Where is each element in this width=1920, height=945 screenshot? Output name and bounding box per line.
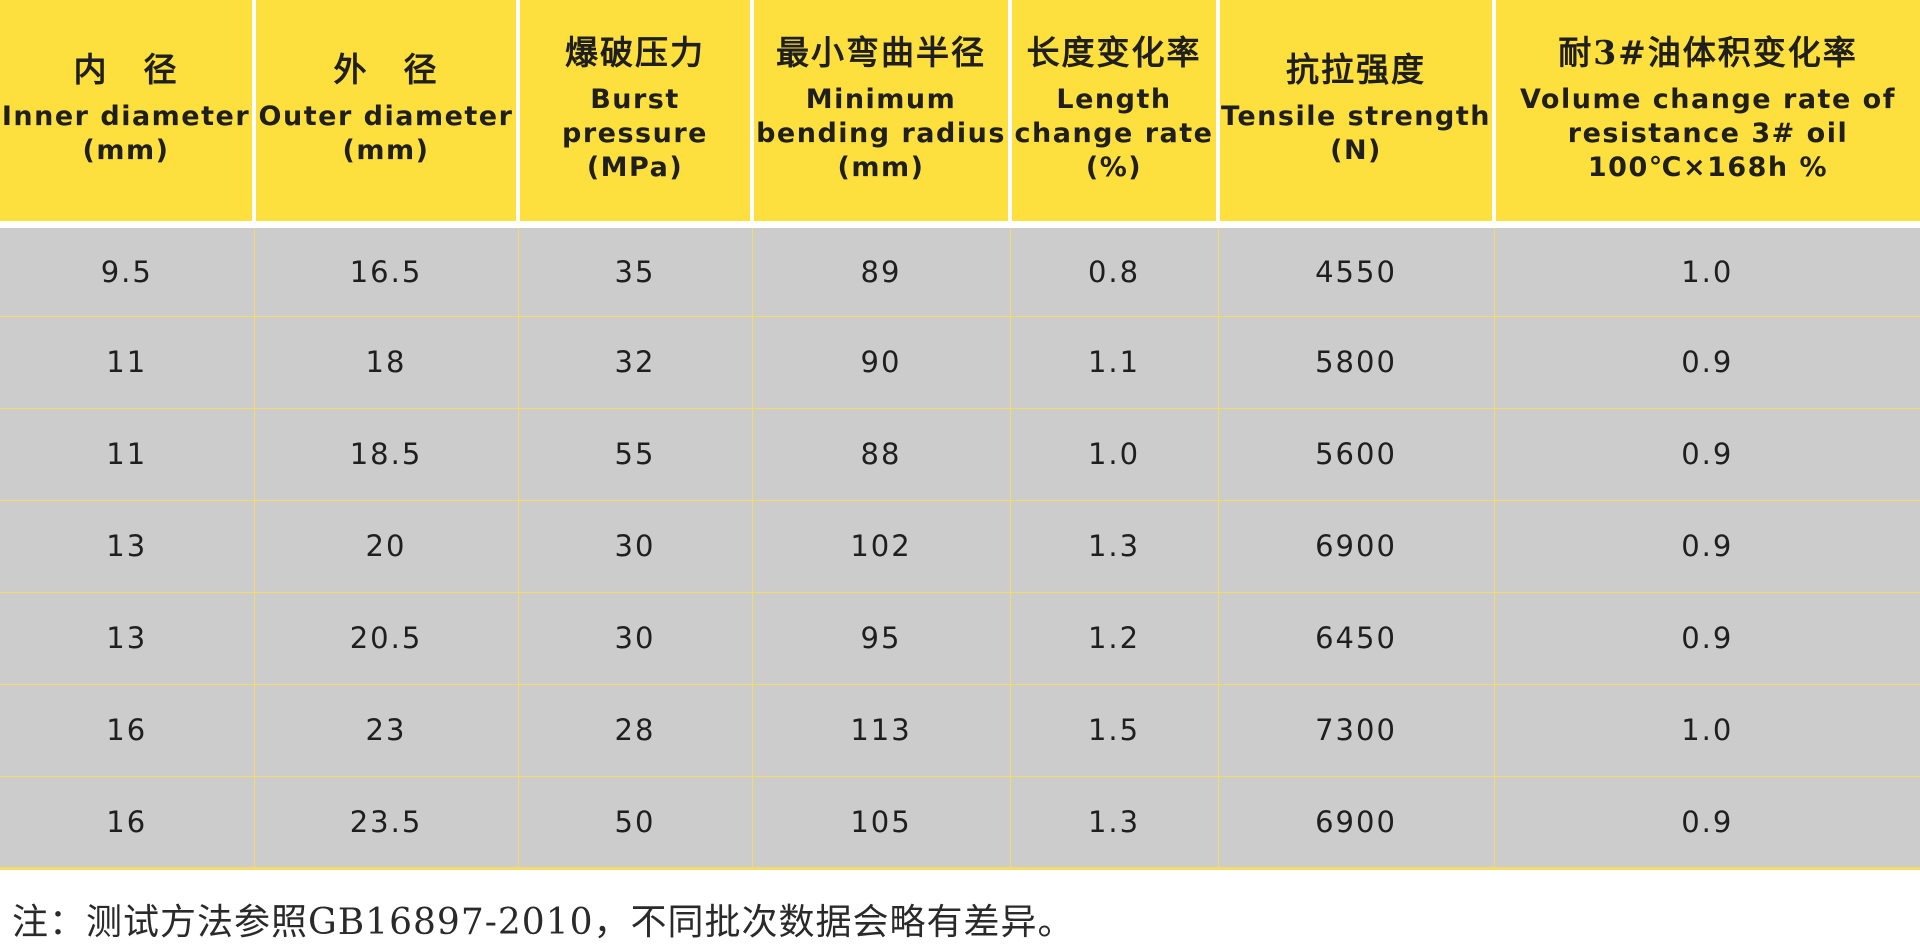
header-unit: (mm) bbox=[837, 152, 925, 184]
header-outer-diameter: 外 径 Outer diameter (mm) bbox=[252, 0, 518, 228]
table-cell: 23 bbox=[253, 683, 518, 776]
header-length-change-rate: 长度变化率 Length change rate (%) bbox=[1008, 0, 1218, 228]
table-cell: 16 bbox=[0, 775, 254, 870]
header-en-label: Minimum bending radius bbox=[756, 84, 1006, 150]
header-unit: (MPa) bbox=[586, 152, 684, 184]
table-cell: 55 bbox=[517, 407, 752, 500]
table-cell: 1.1 bbox=[1009, 315, 1218, 408]
header-min-bending-radius: 最小弯曲半径 Minimum bending radius (mm) bbox=[750, 0, 1010, 228]
header-unit: (mm) bbox=[342, 135, 430, 167]
table-cell: 0.9 bbox=[1493, 591, 1920, 684]
header-cn-label: 最小弯曲半径 bbox=[776, 33, 986, 73]
header-row: 内 径 Inner diameter (mm) 外 径 Outer diamet… bbox=[0, 0, 1920, 228]
table-cell: 11 bbox=[0, 315, 254, 408]
table-cell: 30 bbox=[517, 591, 752, 684]
table-cell: 32 bbox=[517, 315, 752, 408]
table-cell: 1.3 bbox=[1009, 775, 1218, 870]
table-cell: 13 bbox=[0, 591, 254, 684]
table-row: 11 18.5 55 88 1.0 5600 0.9 bbox=[0, 407, 1920, 500]
table-cell: 6900 bbox=[1217, 775, 1494, 870]
table-cell: 0.8 bbox=[1009, 223, 1218, 316]
table-body: 9.5 16.5 35 89 0.8 4550 1.0 11 18 32 90 … bbox=[0, 223, 1920, 870]
table-cell: 5600 bbox=[1217, 407, 1494, 500]
footnote: 注：测试方法参照GB16897-2010，不同批次数据会略有差异。 bbox=[12, 902, 1075, 943]
table-cell: 113 bbox=[751, 683, 1010, 776]
header-unit: (N) bbox=[1330, 135, 1382, 167]
table-header: 内 径 Inner diameter (mm) 外 径 Outer diamet… bbox=[0, 0, 1920, 228]
table-cell: 95 bbox=[751, 591, 1010, 684]
table-cell: 18 bbox=[253, 315, 518, 408]
header-en-label: Tensile strength bbox=[1221, 101, 1491, 133]
header-en-label: Inner diameter bbox=[1, 101, 251, 133]
table-row: 16 23.5 50 105 1.3 6900 0.9 bbox=[0, 775, 1920, 870]
table-cell: 89 bbox=[751, 223, 1010, 316]
header-cn-label: 内 径 bbox=[73, 50, 179, 90]
header-unit: (%) bbox=[1085, 152, 1143, 184]
table-cell: 35 bbox=[517, 223, 752, 316]
table-cell: 50 bbox=[517, 775, 752, 870]
header-unit: 100℃×168h % bbox=[1587, 152, 1829, 184]
table-cell: 9.5 bbox=[0, 223, 254, 316]
table-cell: 1.5 bbox=[1009, 683, 1218, 776]
table-cell: 102 bbox=[751, 499, 1010, 592]
table-cell: 1.0 bbox=[1493, 683, 1920, 776]
table-cell: 7300 bbox=[1217, 683, 1494, 776]
header-en-label: Outer diameter bbox=[258, 101, 514, 133]
header-en-label: Length change rate bbox=[1014, 84, 1214, 150]
table-cell: 20 bbox=[253, 499, 518, 592]
header-inner-diameter: 内 径 Inner diameter (mm) bbox=[0, 0, 254, 228]
header-en-label: Volume change rate of resistance 3# oil bbox=[1520, 84, 1896, 150]
table-cell: 0.9 bbox=[1493, 499, 1920, 592]
table-cell: 30 bbox=[517, 499, 752, 592]
table-cell: 1.0 bbox=[1493, 223, 1920, 316]
table-cell: 4550 bbox=[1217, 223, 1494, 316]
table-cell: 1.2 bbox=[1009, 591, 1218, 684]
header-unit: (mm) bbox=[82, 135, 170, 167]
header-cn-label: 外 径 bbox=[333, 50, 439, 90]
table-cell: 88 bbox=[751, 407, 1010, 500]
table-cell: 28 bbox=[517, 683, 752, 776]
table-cell: 0.9 bbox=[1493, 315, 1920, 408]
table-cell: 105 bbox=[751, 775, 1010, 870]
table-row: 11 18 32 90 1.1 5800 0.9 bbox=[0, 315, 1920, 408]
table-cell: 18.5 bbox=[253, 407, 518, 500]
table-row: 16 23 28 113 1.5 7300 1.0 bbox=[0, 683, 1920, 776]
table-cell: 11 bbox=[0, 407, 254, 500]
header-cn-label: 爆破压力 bbox=[565, 33, 705, 73]
table-cell: 6450 bbox=[1217, 591, 1494, 684]
table-cell: 6900 bbox=[1217, 499, 1494, 592]
table-cell: 20.5 bbox=[253, 591, 518, 684]
spec-table: 内 径 Inner diameter (mm) 外 径 Outer diamet… bbox=[0, 0, 1920, 870]
header-en-label: Burst pressure bbox=[562, 84, 708, 150]
table-cell: 0.9 bbox=[1493, 775, 1920, 870]
table-cell: 0.9 bbox=[1493, 407, 1920, 500]
table-cell: 23.5 bbox=[253, 775, 518, 870]
table-cell: 13 bbox=[0, 499, 254, 592]
header-cn-label: 抗拉强度 bbox=[1286, 50, 1426, 90]
table-cell: 1.3 bbox=[1009, 499, 1218, 592]
table-cell: 16.5 bbox=[253, 223, 518, 316]
table-cell: 1.0 bbox=[1009, 407, 1218, 500]
table-row: 13 20.5 30 95 1.2 6450 0.9 bbox=[0, 591, 1920, 684]
table-cell: 5800 bbox=[1217, 315, 1494, 408]
table-cell: 90 bbox=[751, 315, 1010, 408]
table-row: 9.5 16.5 35 89 0.8 4550 1.0 bbox=[0, 223, 1920, 316]
table-row: 13 20 30 102 1.3 6900 0.9 bbox=[0, 499, 1920, 592]
table-cell: 16 bbox=[0, 683, 254, 776]
header-oil-volume-change-rate: 耐3#油体积变化率 Volume change rate of resistan… bbox=[1492, 0, 1920, 228]
header-burst-pressure: 爆破压力 Burst pressure (MPa) bbox=[516, 0, 752, 228]
header-cn-label: 长度变化率 bbox=[1026, 33, 1202, 73]
header-cn-label: 耐3#油体积变化率 bbox=[1558, 33, 1858, 73]
header-tensile-strength: 抗拉强度 Tensile strength (N) bbox=[1216, 0, 1494, 228]
